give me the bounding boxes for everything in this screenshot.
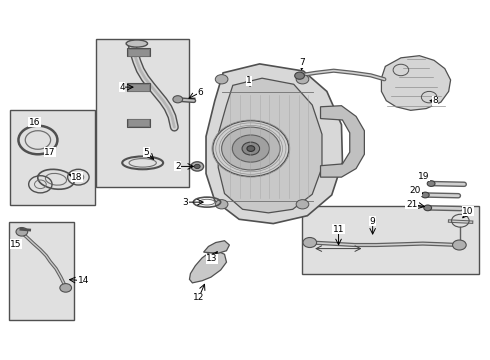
Circle shape bbox=[173, 96, 183, 103]
Polygon shape bbox=[206, 64, 343, 224]
Circle shape bbox=[191, 162, 203, 171]
Text: 15: 15 bbox=[10, 240, 22, 249]
Ellipse shape bbox=[126, 40, 147, 47]
Circle shape bbox=[427, 181, 435, 186]
Bar bbox=[127, 83, 149, 91]
Circle shape bbox=[215, 75, 228, 84]
Text: 9: 9 bbox=[370, 217, 375, 226]
FancyBboxPatch shape bbox=[97, 39, 189, 187]
Bar bbox=[128, 84, 148, 91]
Text: 8: 8 bbox=[432, 96, 438, 105]
Text: 19: 19 bbox=[417, 172, 429, 181]
Circle shape bbox=[60, 284, 72, 292]
Circle shape bbox=[294, 72, 304, 79]
Polygon shape bbox=[381, 56, 451, 111]
Text: 4: 4 bbox=[120, 83, 125, 92]
Bar bbox=[127, 48, 149, 57]
Circle shape bbox=[453, 240, 466, 250]
Text: 18: 18 bbox=[71, 173, 83, 182]
Circle shape bbox=[232, 135, 270, 162]
Polygon shape bbox=[320, 106, 365, 177]
Text: 20: 20 bbox=[410, 186, 421, 195]
Text: 10: 10 bbox=[463, 207, 474, 216]
Text: 21: 21 bbox=[406, 200, 417, 209]
Circle shape bbox=[247, 146, 255, 152]
Polygon shape bbox=[190, 251, 226, 283]
Circle shape bbox=[213, 121, 289, 176]
Circle shape bbox=[424, 205, 432, 211]
Circle shape bbox=[421, 192, 429, 198]
Circle shape bbox=[303, 238, 317, 248]
Circle shape bbox=[221, 127, 280, 170]
Circle shape bbox=[296, 75, 309, 84]
FancyBboxPatch shape bbox=[302, 206, 479, 274]
Text: 11: 11 bbox=[333, 225, 344, 234]
Polygon shape bbox=[203, 241, 229, 253]
FancyBboxPatch shape bbox=[10, 111, 95, 205]
Text: 14: 14 bbox=[77, 276, 89, 285]
Bar bbox=[128, 119, 148, 126]
Circle shape bbox=[195, 164, 200, 168]
Circle shape bbox=[215, 200, 228, 209]
Text: 12: 12 bbox=[193, 293, 204, 302]
Text: 2: 2 bbox=[175, 162, 181, 171]
Text: 7: 7 bbox=[299, 58, 305, 67]
Text: 1: 1 bbox=[246, 76, 252, 85]
Circle shape bbox=[16, 228, 28, 236]
FancyBboxPatch shape bbox=[9, 222, 74, 320]
Text: 6: 6 bbox=[197, 88, 203, 97]
Bar bbox=[127, 118, 149, 127]
Polygon shape bbox=[218, 78, 322, 213]
Circle shape bbox=[242, 142, 260, 155]
Text: 16: 16 bbox=[29, 118, 40, 127]
Bar bbox=[128, 49, 148, 56]
Circle shape bbox=[296, 200, 309, 209]
Text: 3: 3 bbox=[183, 198, 189, 207]
Text: 5: 5 bbox=[144, 148, 149, 157]
Text: 17: 17 bbox=[45, 148, 56, 157]
Text: 13: 13 bbox=[206, 254, 218, 263]
